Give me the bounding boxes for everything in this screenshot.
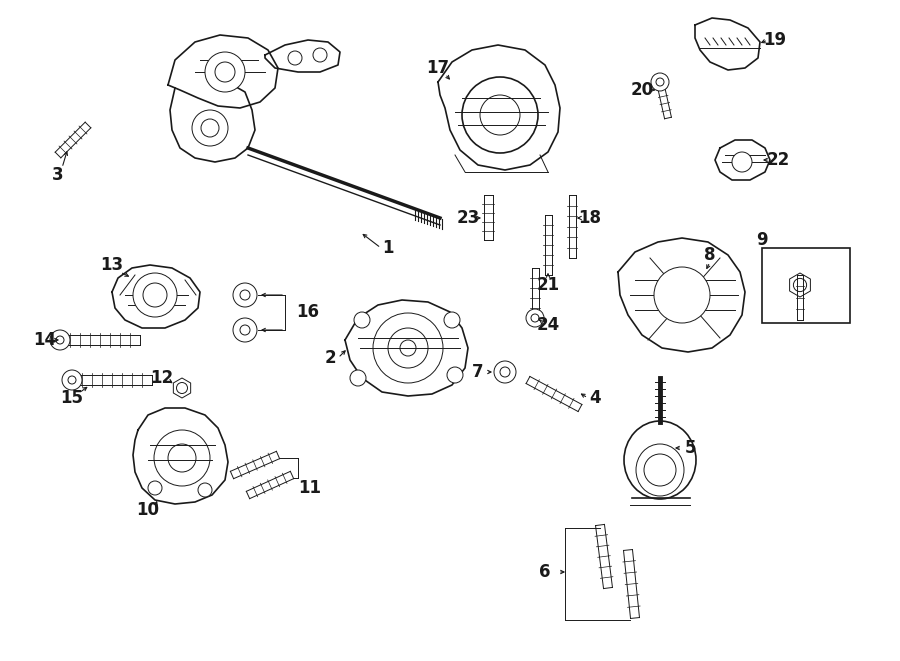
Text: 11: 11 [299, 479, 321, 497]
Circle shape [732, 152, 752, 172]
Circle shape [62, 370, 82, 390]
Circle shape [148, 481, 162, 495]
Circle shape [198, 483, 212, 497]
Text: 10: 10 [137, 501, 159, 519]
Polygon shape [695, 18, 760, 70]
Circle shape [354, 312, 370, 328]
Circle shape [201, 119, 219, 137]
Circle shape [654, 267, 710, 323]
Circle shape [480, 95, 520, 135]
Text: 24: 24 [536, 316, 560, 334]
Text: 2: 2 [324, 349, 336, 367]
Polygon shape [168, 35, 278, 108]
Circle shape [644, 454, 676, 486]
Circle shape [205, 52, 245, 92]
Circle shape [168, 444, 196, 472]
Text: 1: 1 [382, 239, 394, 257]
Polygon shape [438, 45, 560, 170]
Circle shape [50, 330, 70, 350]
Text: 7: 7 [472, 363, 484, 381]
Circle shape [313, 48, 327, 62]
Text: 12: 12 [150, 369, 174, 387]
Circle shape [531, 314, 539, 322]
Circle shape [500, 367, 510, 377]
Text: 22: 22 [767, 151, 789, 169]
Text: 5: 5 [684, 439, 696, 457]
Circle shape [233, 283, 257, 307]
Text: 23: 23 [456, 209, 480, 227]
Polygon shape [174, 378, 191, 398]
Circle shape [462, 77, 538, 153]
Text: 16: 16 [296, 303, 320, 321]
Circle shape [447, 367, 463, 383]
Circle shape [288, 51, 302, 65]
Text: 6: 6 [539, 563, 551, 581]
Text: 4: 4 [590, 389, 601, 407]
Circle shape [494, 361, 516, 383]
Text: 17: 17 [427, 59, 450, 77]
Circle shape [656, 78, 664, 86]
Circle shape [233, 318, 257, 342]
Circle shape [56, 336, 64, 344]
Circle shape [794, 278, 806, 292]
Text: 3: 3 [52, 166, 64, 184]
Circle shape [192, 110, 228, 146]
Text: 21: 21 [536, 276, 560, 294]
Circle shape [373, 313, 443, 383]
Circle shape [240, 325, 250, 335]
Circle shape [154, 430, 210, 486]
Polygon shape [789, 273, 810, 297]
Circle shape [388, 328, 428, 368]
Text: 13: 13 [101, 256, 123, 274]
Circle shape [215, 62, 235, 82]
Circle shape [68, 376, 76, 384]
Circle shape [526, 309, 544, 327]
Polygon shape [345, 300, 468, 396]
Circle shape [133, 273, 177, 317]
Bar [762, 248, 850, 323]
Text: 8: 8 [704, 246, 716, 264]
Polygon shape [715, 140, 770, 180]
Polygon shape [133, 408, 228, 504]
Ellipse shape [636, 444, 684, 496]
Text: 15: 15 [60, 389, 84, 407]
Text: 18: 18 [579, 209, 601, 227]
Polygon shape [618, 238, 745, 352]
Polygon shape [170, 88, 255, 162]
Text: 14: 14 [33, 331, 57, 349]
Circle shape [400, 340, 416, 356]
Circle shape [143, 283, 167, 307]
Polygon shape [112, 265, 200, 328]
Circle shape [176, 383, 187, 393]
Circle shape [444, 312, 460, 328]
Ellipse shape [624, 421, 696, 499]
Polygon shape [265, 40, 340, 72]
Circle shape [350, 370, 366, 386]
Text: 20: 20 [630, 81, 653, 99]
Text: 19: 19 [763, 31, 787, 49]
Circle shape [240, 290, 250, 300]
Text: 9: 9 [756, 231, 768, 249]
Circle shape [651, 73, 669, 91]
